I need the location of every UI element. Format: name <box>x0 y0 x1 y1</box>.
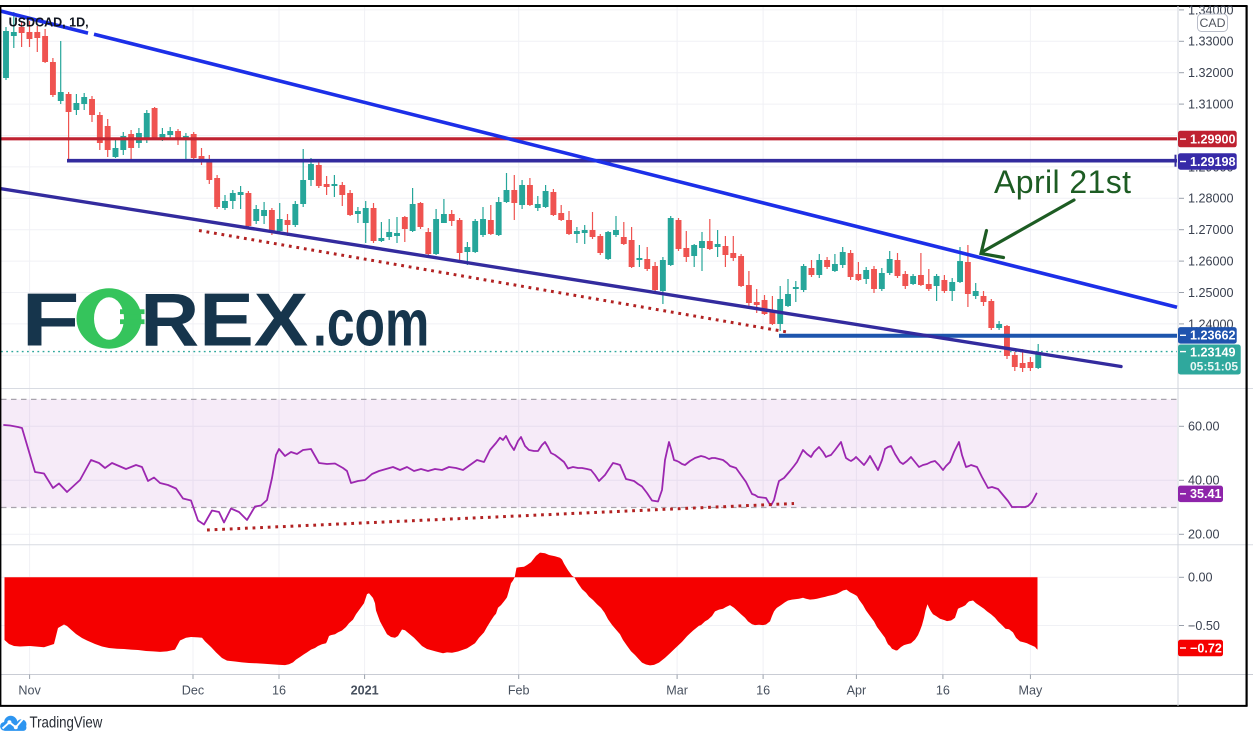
svg-text:1.29198: 1.29198 <box>1190 155 1236 169</box>
svg-text:0.00: 0.00 <box>1188 571 1213 585</box>
svg-text:−0.72: −0.72 <box>1190 641 1222 655</box>
svg-text:2021: 2021 <box>351 684 379 698</box>
svg-text:1.33000: 1.33000 <box>1188 35 1234 49</box>
svg-text:16: 16 <box>272 684 286 698</box>
svg-text:Mar: Mar <box>666 684 688 698</box>
svg-text:Apr: Apr <box>847 684 867 698</box>
svg-text:F: F <box>21 278 79 362</box>
svg-text:40.00: 40.00 <box>1188 474 1220 488</box>
svg-text:April 21st: April 21st <box>994 164 1131 200</box>
svg-text:16: 16 <box>756 684 770 698</box>
svg-text:1.23149: 1.23149 <box>1190 346 1236 360</box>
svg-text:1.23662: 1.23662 <box>1190 329 1236 343</box>
svg-text:1.32000: 1.32000 <box>1188 66 1234 80</box>
svg-text:35.41: 35.41 <box>1190 487 1222 501</box>
svg-text:05:51:05: 05:51:05 <box>1190 359 1238 373</box>
svg-text:1.25000: 1.25000 <box>1188 286 1234 300</box>
svg-text:16: 16 <box>936 684 950 698</box>
svg-text:Nov: Nov <box>18 684 41 698</box>
svg-text:60.00: 60.00 <box>1188 420 1220 434</box>
svg-text:1.28000: 1.28000 <box>1188 192 1234 206</box>
svg-text:20.00: 20.00 <box>1188 528 1220 542</box>
svg-text:May: May <box>1019 684 1043 698</box>
svg-text:TradingView: TradingView <box>30 715 103 732</box>
svg-text:1.31000: 1.31000 <box>1188 98 1234 112</box>
svg-text:USDCAD, 1D,: USDCAD, 1D, <box>9 14 89 29</box>
svg-text:REX: REX <box>140 278 308 362</box>
svg-text:Dec: Dec <box>182 684 204 698</box>
svg-text:CAD: CAD <box>1200 16 1226 30</box>
svg-text:1.27000: 1.27000 <box>1188 223 1234 237</box>
svg-text:.com: .com <box>313 287 429 360</box>
svg-text:Feb: Feb <box>508 684 530 698</box>
svg-text:1.29900: 1.29900 <box>1190 133 1236 147</box>
svg-text:1.26000: 1.26000 <box>1188 255 1234 269</box>
svg-text:−0.50: −0.50 <box>1188 619 1220 633</box>
